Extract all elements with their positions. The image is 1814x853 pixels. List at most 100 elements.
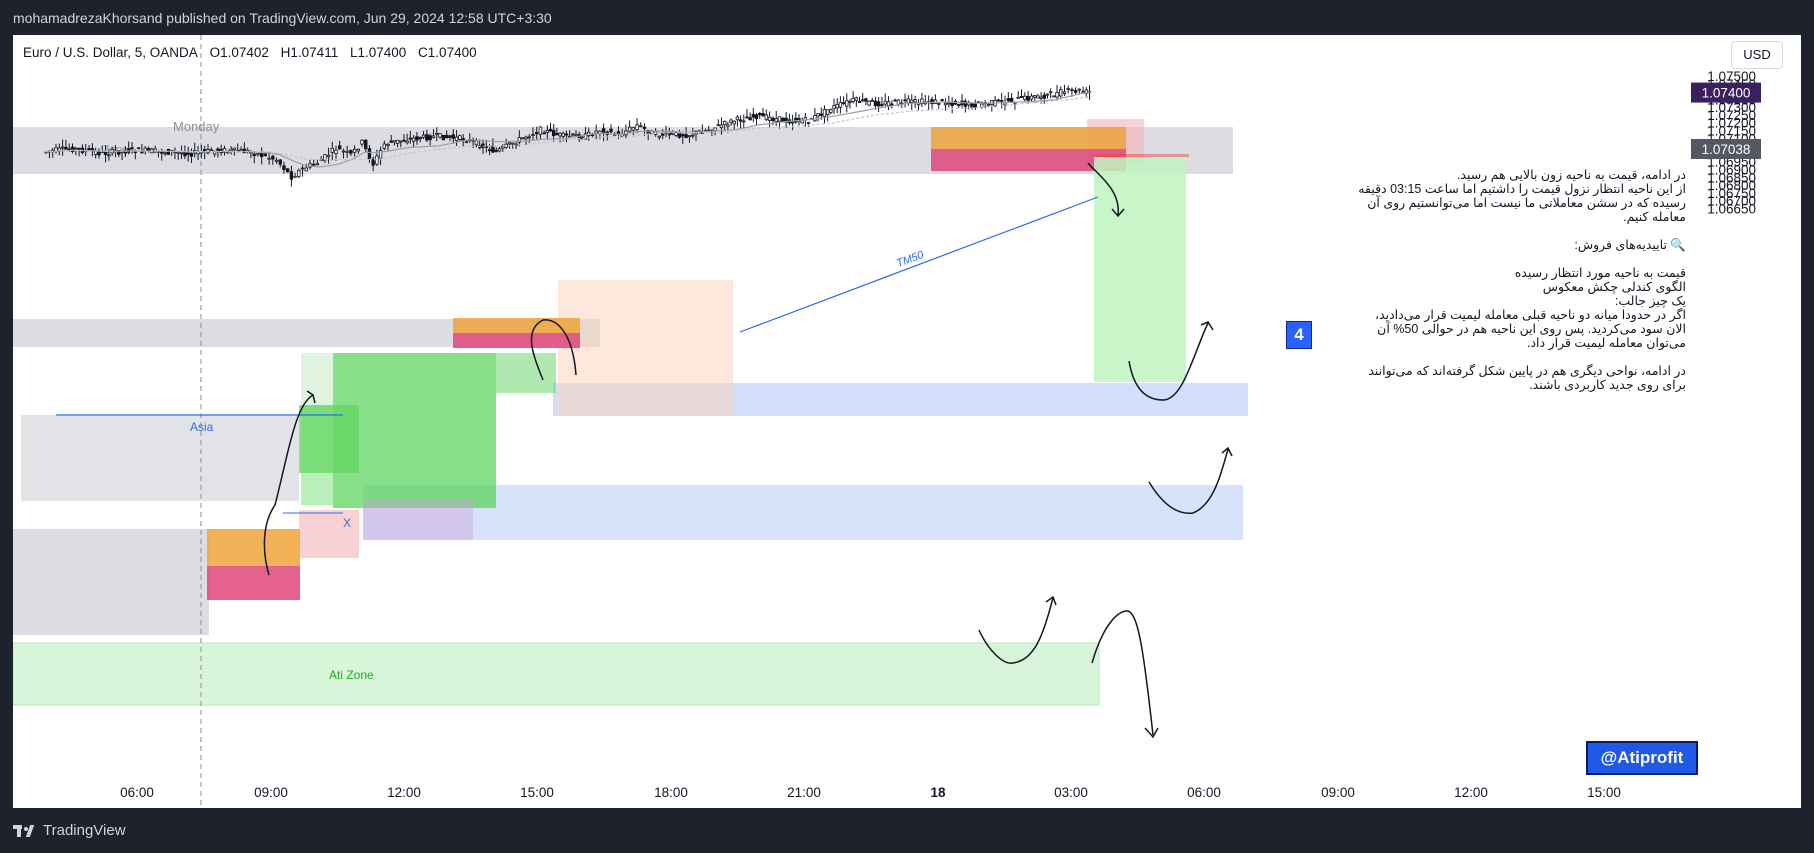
ati-zone-border xyxy=(13,642,1100,706)
candle-body xyxy=(764,114,769,120)
footer-bar xyxy=(0,812,1814,853)
currency-button[interactable]: USD xyxy=(1731,41,1783,69)
orange-zone-mid xyxy=(453,318,580,333)
candle-body xyxy=(825,109,830,116)
candle-body xyxy=(364,139,368,150)
candle-body xyxy=(548,128,553,132)
candle-body xyxy=(451,134,455,139)
time-tick: 21:00 xyxy=(787,785,821,800)
candle-body xyxy=(742,120,746,123)
candle-body xyxy=(163,152,167,155)
candle-body xyxy=(1009,97,1014,103)
time-axis-ticks: 06:00 09:00 12:00 15:00 18:00 21:00 18 03:00 06:… xyxy=(120,785,1621,800)
ati-zone-label: Ati Zone xyxy=(329,668,374,682)
candle-body xyxy=(1077,88,1082,91)
candle-body xyxy=(431,135,436,139)
candles xyxy=(44,84,1092,187)
candle-body xyxy=(487,149,492,152)
candle-body xyxy=(571,133,575,136)
pink-zone-top xyxy=(931,149,1126,171)
candle-body xyxy=(517,137,522,143)
candle-body xyxy=(660,132,665,136)
candle-body xyxy=(1019,96,1024,98)
arrow-up-left xyxy=(263,390,316,576)
candle-body xyxy=(474,140,479,146)
candle-body xyxy=(745,116,749,119)
candle-body xyxy=(854,97,859,101)
candle-body xyxy=(107,154,111,157)
candle-body xyxy=(642,126,647,129)
pink-zone-mid xyxy=(453,333,580,348)
candle-body xyxy=(1006,98,1011,102)
candle-body xyxy=(681,134,685,137)
candle-body xyxy=(1081,91,1085,93)
candle-body xyxy=(212,150,217,155)
candle-body xyxy=(464,141,469,144)
publisher-bar: mohamadrezaKhorsand published on Trading… xyxy=(0,0,1814,34)
candle-body xyxy=(438,133,442,138)
note-item-4: اگر در حدودا میانه دو ناحیه قبلی معامله … xyxy=(1375,308,1686,322)
analysis-note: در ادامه، قیمت به ناحیه زون بالایی هم رس… xyxy=(1351,168,1686,392)
time-tick: 12:00 xyxy=(387,785,421,800)
candle-body xyxy=(829,109,833,113)
candle-body xyxy=(382,143,387,149)
candle-body xyxy=(880,104,884,106)
candle-body xyxy=(352,148,357,153)
candle-body xyxy=(454,136,459,142)
orange-zone-left xyxy=(207,529,300,566)
candle-body xyxy=(835,103,839,109)
candle-body xyxy=(356,148,360,152)
candle-body xyxy=(103,151,108,155)
price-tick: 1.06800 xyxy=(1707,178,1756,193)
candle-body xyxy=(189,153,194,157)
candle-body xyxy=(841,102,846,105)
time-tick: 15:00 xyxy=(520,785,554,800)
note-item-3: یک چیز جالب: xyxy=(1614,294,1686,308)
time-tick: 15:00 xyxy=(1587,785,1621,800)
candle-body xyxy=(64,147,68,150)
candle-body xyxy=(300,167,305,170)
candle-body xyxy=(781,117,785,123)
price-tick: 1.06650 xyxy=(1707,201,1756,216)
current-price-label: 1.07400 xyxy=(1702,86,1751,101)
candle-body xyxy=(1048,91,1053,94)
candle-body xyxy=(418,136,422,140)
arrow-down-top xyxy=(1087,162,1125,218)
candle-body xyxy=(719,124,724,129)
candle-body xyxy=(77,147,81,150)
candle-body xyxy=(341,150,346,153)
candle-body xyxy=(166,149,171,155)
candle-body xyxy=(399,140,403,143)
candle-body xyxy=(444,134,449,139)
candle-body xyxy=(239,149,243,152)
candle-body xyxy=(1039,96,1043,99)
candle-body xyxy=(848,101,852,104)
candle-body xyxy=(947,102,951,105)
candle-body xyxy=(1066,87,1070,90)
candle-body xyxy=(491,145,495,153)
price-tick: 1.06700 xyxy=(1707,194,1756,209)
candle-body xyxy=(531,134,535,136)
candle-body xyxy=(691,134,695,137)
candle-body xyxy=(873,100,878,107)
candle-body xyxy=(176,151,180,154)
note-item-6: در ادامه، نواحی دیگری هم در پایین شکل گر… xyxy=(1368,364,1686,392)
candle-body xyxy=(67,148,71,151)
candle-body xyxy=(326,154,331,158)
candle-body xyxy=(761,113,765,117)
candle-body xyxy=(574,134,578,137)
candle-body xyxy=(784,117,788,123)
candle-body xyxy=(886,101,891,107)
price-tick: 1.07250 xyxy=(1707,108,1756,123)
candle-body xyxy=(435,132,439,135)
candle-body xyxy=(130,147,134,150)
tradingview-logo[interactable]: TradingView xyxy=(13,822,126,839)
candle-body xyxy=(1036,95,1040,99)
candle-body xyxy=(999,100,1004,102)
candle-body xyxy=(930,99,934,105)
candle-body xyxy=(527,136,531,139)
candle-body xyxy=(657,135,662,138)
candle-body xyxy=(415,136,419,141)
